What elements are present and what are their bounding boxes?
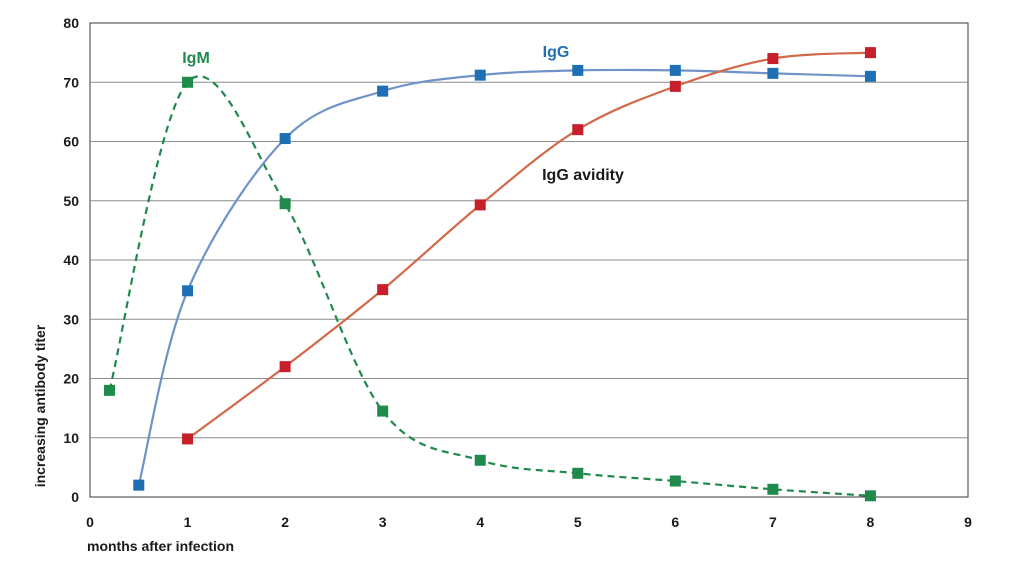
x-tick-label: 1 — [184, 514, 192, 530]
data-point-igg — [767, 67, 779, 79]
x-tick-label: 3 — [379, 514, 387, 530]
data-point-igm — [104, 384, 116, 396]
data-point-igg — [864, 70, 876, 82]
data-point-igg-avidity — [474, 199, 486, 211]
x-tick-label: 8 — [867, 514, 875, 530]
x-axis-title: months after infection — [87, 538, 234, 554]
y-tick-label: 20 — [63, 371, 79, 387]
data-point-igg-avidity — [669, 80, 681, 92]
data-point-igg — [133, 479, 145, 491]
y-tick-label: 10 — [63, 430, 79, 446]
y-tick-labels: 0 10 20 30 40 50 60 70 80 — [63, 15, 79, 505]
series-label-igm: IgM — [182, 50, 210, 67]
y-tick-label: 80 — [63, 15, 79, 31]
data-point-igg — [279, 133, 291, 145]
series-markers — [104, 47, 876, 502]
data-point-igm — [377, 405, 389, 417]
x-tick-label: 7 — [769, 514, 777, 530]
x-tick-label: 4 — [476, 514, 484, 530]
x-tick-label: 0 — [86, 514, 94, 530]
data-point-igg-avidity — [767, 53, 779, 65]
y-tick-label: 60 — [63, 134, 79, 150]
data-point-igm — [767, 483, 779, 495]
data-point-igm — [279, 198, 291, 210]
data-point-igg-avidity — [182, 433, 194, 445]
data-point-igg — [572, 64, 584, 76]
y-tick-label: 0 — [71, 489, 79, 505]
y-tick-label: 70 — [63, 74, 79, 90]
data-point-igm — [572, 467, 584, 479]
y-tick-label: 50 — [63, 193, 79, 209]
y-axis-title: increasing antibody titer — [32, 324, 48, 487]
x-tick-labels: 0 1 2 3 4 5 6 7 8 9 — [86, 514, 972, 530]
data-point-igg-avidity — [864, 47, 876, 59]
data-point-igg-avidity — [572, 124, 584, 136]
x-tick-label: 2 — [281, 514, 289, 530]
data-point-igm — [474, 454, 486, 466]
data-point-igg — [182, 285, 194, 297]
x-tick-label: 9 — [964, 514, 972, 530]
y-tick-label: 40 — [63, 252, 79, 268]
data-point-igg — [377, 85, 389, 97]
data-point-igg-avidity — [279, 361, 291, 373]
data-point-igg — [669, 64, 681, 76]
series-label-igg-avidity: IgG avidity — [542, 167, 624, 184]
series-label-igg: IgG — [543, 44, 570, 61]
data-point-igg-avidity — [377, 284, 389, 296]
data-point-igg — [474, 69, 486, 81]
x-tick-label: 5 — [574, 514, 582, 530]
data-point-igm — [864, 490, 876, 502]
data-point-igm — [182, 76, 194, 88]
data-point-igm — [669, 475, 681, 487]
x-tick-label: 6 — [671, 514, 679, 530]
y-tick-label: 30 — [63, 311, 79, 327]
